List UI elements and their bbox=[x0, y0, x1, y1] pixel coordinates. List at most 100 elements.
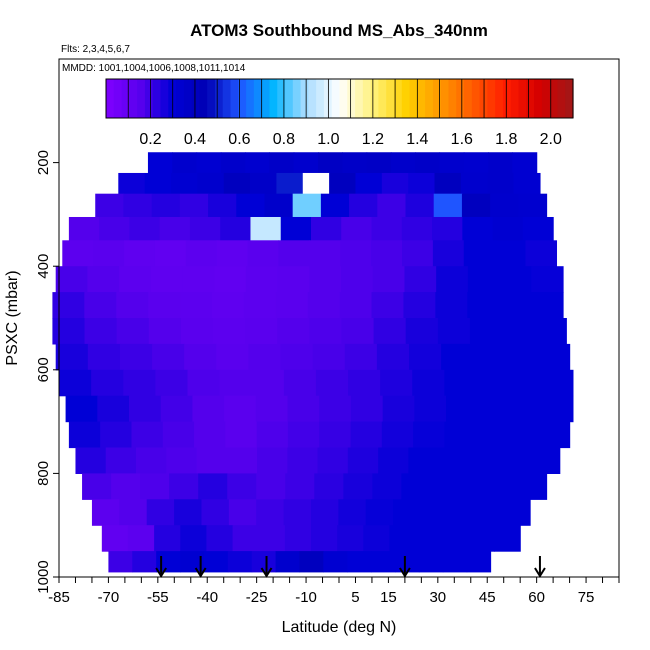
field-cell bbox=[280, 343, 314, 371]
field-cell bbox=[444, 369, 478, 397]
field-cell bbox=[365, 499, 394, 526]
field-cell bbox=[415, 152, 441, 174]
field-cell bbox=[342, 152, 368, 174]
field-cell bbox=[245, 318, 278, 345]
colorbar-bin bbox=[246, 79, 255, 118]
x-axis: -85 -70 -55 -40 -25 -10 5 15 30 45 60 75 bbox=[48, 577, 620, 606]
colorbar-bin bbox=[432, 79, 442, 118]
field-cell bbox=[312, 343, 346, 371]
colorbar-bin bbox=[285, 79, 294, 118]
field-cell bbox=[473, 343, 506, 371]
field-cell bbox=[538, 421, 571, 449]
field-cell bbox=[111, 473, 141, 500]
field-cell bbox=[366, 152, 392, 174]
field-cell bbox=[309, 318, 343, 345]
field-cell bbox=[437, 318, 471, 345]
colorbar-bin bbox=[199, 79, 208, 118]
field-cell bbox=[355, 172, 383, 195]
colorbar-bin bbox=[214, 79, 224, 118]
field-cell bbox=[469, 318, 503, 345]
field-cell bbox=[492, 216, 524, 241]
field-cell bbox=[447, 499, 476, 526]
field-cell bbox=[467, 292, 500, 319]
colorbar-bin bbox=[487, 79, 496, 118]
colorbar-tick-label: 1.0 bbox=[317, 131, 339, 148]
field-cell bbox=[499, 292, 532, 319]
field-cell bbox=[502, 499, 531, 526]
field-cell bbox=[287, 447, 319, 474]
field-cell bbox=[154, 240, 187, 267]
x-tick-label: 30 bbox=[429, 589, 446, 606]
field-cell bbox=[436, 266, 469, 293]
field-cell bbox=[256, 499, 285, 526]
field-cell bbox=[68, 216, 100, 241]
colorbar-bin bbox=[355, 79, 364, 118]
colorbar-bin bbox=[409, 79, 418, 118]
field-cell bbox=[499, 266, 532, 293]
field-cell bbox=[513, 172, 541, 195]
colorbar-bin bbox=[471, 79, 481, 118]
field-cell bbox=[95, 193, 125, 218]
field-cell bbox=[166, 447, 198, 474]
field-cell bbox=[152, 343, 185, 371]
x-tick-label: -25 bbox=[246, 589, 268, 606]
colorbar-bin bbox=[230, 79, 239, 118]
field-cell bbox=[293, 152, 319, 174]
field-cell bbox=[307, 292, 341, 319]
x-tick-label: -85 bbox=[48, 589, 70, 606]
field-cell bbox=[194, 421, 226, 449]
field-cell bbox=[432, 216, 463, 241]
field-cell bbox=[101, 525, 129, 552]
field-cell bbox=[534, 318, 567, 345]
field-cell bbox=[225, 421, 258, 449]
y-tick-label: 200 bbox=[35, 150, 52, 175]
y-tick-label: 400 bbox=[35, 254, 52, 279]
field-cell bbox=[405, 193, 435, 218]
profile-arrow-head bbox=[399, 567, 411, 578]
x-tick-label: 60 bbox=[528, 589, 545, 606]
field-cell bbox=[105, 447, 137, 474]
x-tick-label: 45 bbox=[479, 589, 496, 606]
field-cell bbox=[278, 240, 310, 267]
field-cell bbox=[309, 240, 341, 267]
field-cell bbox=[441, 343, 474, 371]
field-cell bbox=[280, 216, 312, 241]
field-cell bbox=[146, 499, 175, 526]
field-cell bbox=[329, 172, 357, 195]
field-cell bbox=[213, 318, 246, 345]
colorbar-bin bbox=[518, 79, 527, 118]
field-cell bbox=[116, 318, 150, 345]
field-cell bbox=[287, 421, 320, 449]
field-cell bbox=[350, 395, 384, 423]
colorbar-bin bbox=[106, 79, 115, 118]
field-cell bbox=[198, 473, 228, 500]
field-cell bbox=[494, 240, 527, 267]
colorbar-frame bbox=[105, 78, 574, 119]
colorbar-bin bbox=[502, 79, 512, 118]
field-cell bbox=[476, 369, 510, 397]
field-cell bbox=[505, 343, 539, 371]
colorbar-bin bbox=[393, 79, 403, 118]
field-cell bbox=[258, 525, 286, 552]
field-cell bbox=[463, 240, 496, 267]
field-cell bbox=[463, 152, 489, 174]
field-cell bbox=[127, 525, 155, 552]
field-cell bbox=[488, 473, 519, 500]
colorbar-bin bbox=[347, 79, 356, 118]
colorbar-bin bbox=[448, 79, 457, 118]
field-cell bbox=[223, 172, 251, 195]
colorbar-bin bbox=[191, 79, 200, 118]
field-cell bbox=[371, 551, 396, 573]
field-cell bbox=[159, 216, 191, 241]
x-tick-label: 15 bbox=[380, 589, 397, 606]
field-cell bbox=[140, 473, 170, 500]
colorbar-bin bbox=[207, 79, 216, 118]
field-cell bbox=[522, 216, 554, 241]
colorbar-bin bbox=[121, 79, 130, 118]
field-cell bbox=[517, 473, 548, 500]
field-cell bbox=[180, 292, 213, 319]
field-cell bbox=[247, 240, 280, 267]
field-cell bbox=[197, 172, 225, 195]
field-cell bbox=[62, 240, 94, 267]
field-cell bbox=[401, 216, 433, 241]
